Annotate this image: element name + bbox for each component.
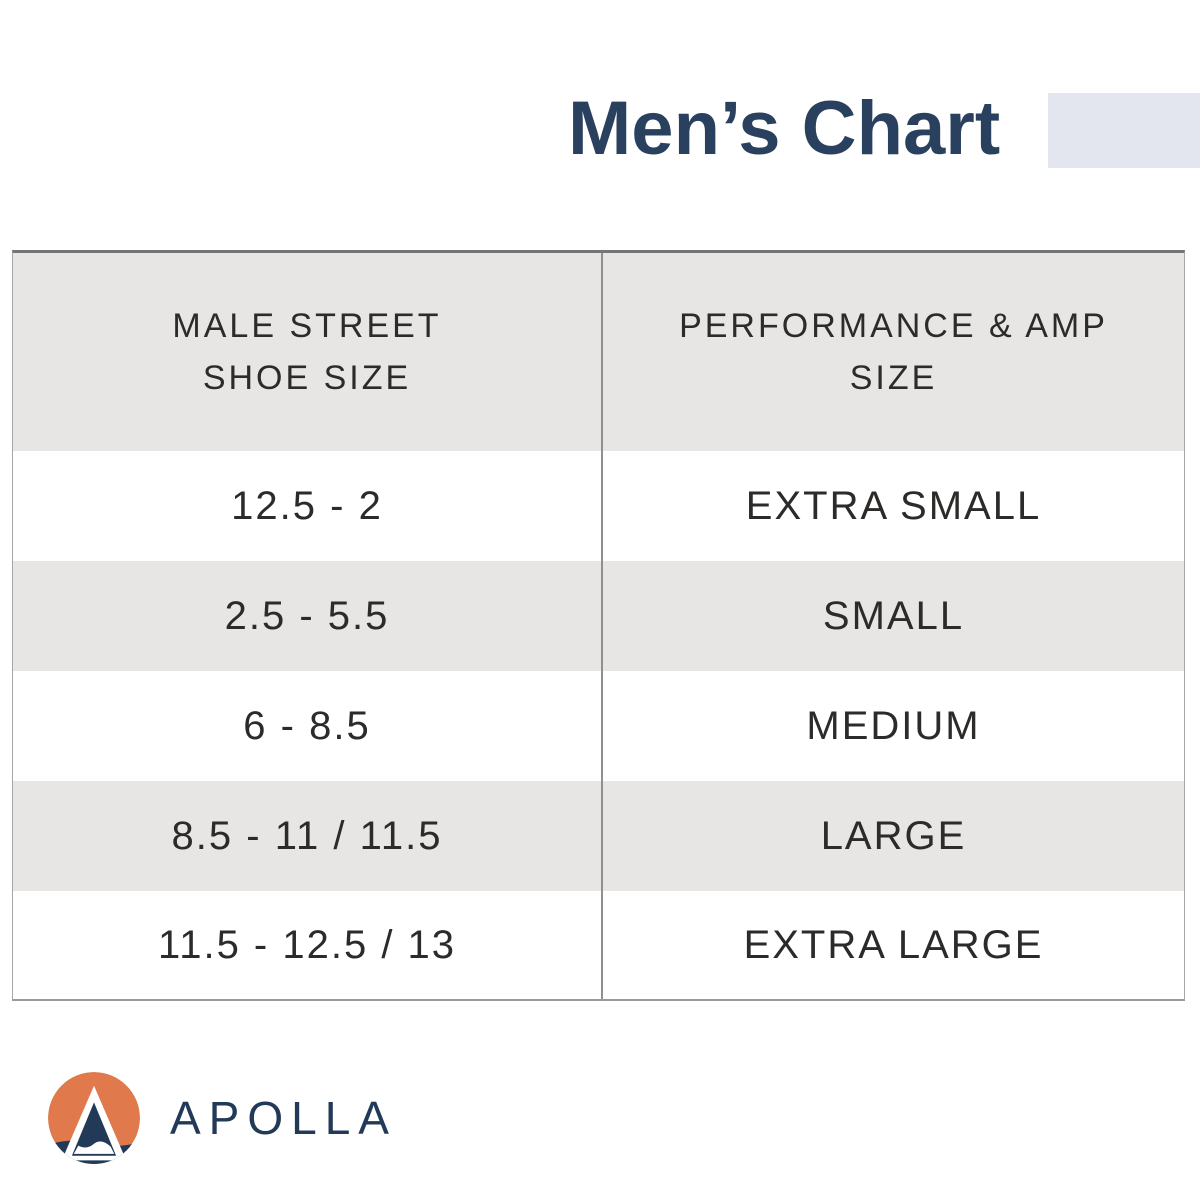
- column-header-line: SHOE SIZE: [202, 359, 412, 397]
- column-header-performance-size: PERFORMANCE & AMP SIZE: [601, 253, 1184, 451]
- column-header-line: PERFORMANCE & AMP: [679, 307, 1108, 345]
- column-header-line: MALE STREET: [172, 307, 442, 345]
- size-table: MALE STREET SHOE SIZE PERFORMANCE & AMP …: [12, 250, 1185, 1001]
- shoe-size-cell: 6 - 8.5: [243, 703, 371, 748]
- performance-size-cell: LARGE: [601, 781, 1184, 891]
- performance-size-cell: SMALL: [601, 561, 1184, 671]
- shoe-size-cell: 2.5 - 5.5: [224, 593, 390, 638]
- brand-wordmark: APOLLA: [170, 1092, 397, 1144]
- apolla-a-mark-icon: [48, 1072, 140, 1164]
- table-row: 6 - 8.5 MEDIUM: [13, 671, 1184, 781]
- performance-size-cell: MEDIUM: [601, 671, 1184, 781]
- column-header-shoe-size: MALE STREET SHOE SIZE: [13, 253, 601, 451]
- shoe-size-cell: 11.5 - 12.5 / 13: [157, 922, 457, 967]
- title-accent-box: [1048, 93, 1200, 168]
- brand-footer: APOLLA: [48, 1072, 397, 1164]
- table-row: 8.5 - 11 / 11.5 LARGE: [13, 781, 1184, 891]
- column-header-line: SIZE: [849, 359, 938, 397]
- shoe-size-cell: 12.5 - 2: [231, 483, 383, 528]
- table-header-row: MALE STREET SHOE SIZE PERFORMANCE & AMP …: [13, 253, 1184, 451]
- shoe-size-cell: 8.5 - 11 / 11.5: [171, 813, 443, 858]
- table-row: 12.5 - 2 EXTRA SMALL: [13, 451, 1184, 561]
- performance-size-cell: EXTRA LARGE: [601, 891, 1184, 999]
- table-row: 2.5 - 5.5 SMALL: [13, 561, 1184, 671]
- table-row: 11.5 - 12.5 / 13 EXTRA LARGE: [13, 891, 1184, 999]
- performance-size-cell: EXTRA SMALL: [601, 451, 1184, 561]
- page-title: Men’s Chart: [568, 86, 1001, 171]
